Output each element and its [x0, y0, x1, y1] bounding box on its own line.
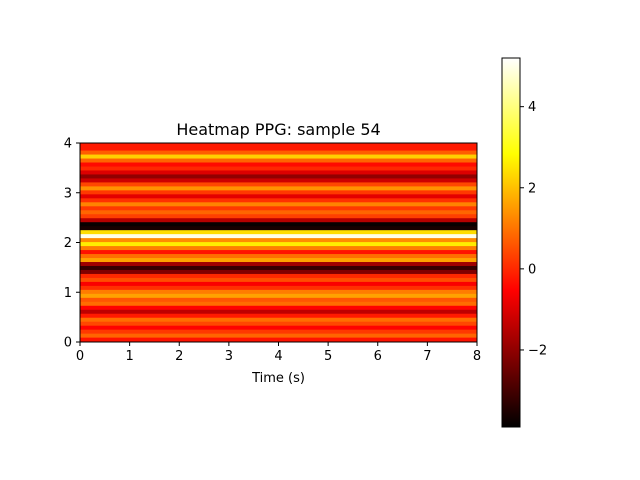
heatmap-row-17 — [80, 269, 477, 274]
y-tick-label: 3 — [64, 186, 72, 201]
x-tick-label: 3 — [225, 349, 233, 364]
heatmap-row-24 — [80, 241, 477, 247]
x-tick-label: 7 — [423, 349, 431, 364]
colorbar-tick-label: 2 — [528, 181, 536, 196]
heatmap-row-20 — [80, 257, 477, 263]
heatmap-row-33 — [80, 205, 477, 211]
heatmap-row-32 — [80, 209, 477, 215]
heatmap-row-3 — [80, 325, 477, 330]
x-tick-label: 2 — [175, 349, 183, 364]
y-tick-label: 1 — [64, 286, 72, 301]
heatmap-row-18 — [80, 265, 477, 270]
heatmap-row-14 — [80, 281, 477, 286]
heatmap-row-35 — [80, 197, 477, 203]
colorbar-tick-label: −2 — [528, 343, 547, 358]
y-tick-label: 0 — [64, 336, 72, 351]
heatmap-row-42 — [80, 169, 477, 175]
heatmap-row-9 — [80, 301, 477, 306]
heatmap-row-48 — [80, 143, 477, 151]
heatmap-row-31 — [80, 213, 477, 219]
colorbar-tick-label: 4 — [528, 100, 536, 115]
heatmap-row-45 — [80, 157, 477, 163]
heatmap-row-34 — [80, 201, 477, 207]
y-tick-label: 4 — [64, 137, 72, 152]
heatmap-row-23 — [80, 245, 477, 251]
x-tick-label: 5 — [324, 349, 332, 364]
heatmap-row-8 — [80, 305, 477, 310]
heatmap-row-39 — [80, 181, 477, 187]
heatmap-row-4 — [80, 321, 477, 326]
heatmap-row-11 — [80, 293, 477, 298]
heatmap-row-15 — [80, 277, 477, 282]
heatmap-row-21 — [80, 253, 477, 259]
colorbar-tick-label: 0 — [528, 262, 536, 277]
heatmap-row-25 — [80, 237, 477, 243]
colorbar — [501, 57, 521, 428]
chart-title: Heatmap PPG: sample 54 — [176, 120, 380, 139]
heatmap-row-38 — [80, 185, 477, 191]
heatmap-row-7 — [80, 309, 477, 314]
heatmap-row-30 — [80, 217, 477, 223]
heatmap-row-27 — [80, 229, 477, 235]
heatmap-row-10 — [80, 297, 477, 302]
heatmap-row-44 — [80, 161, 477, 167]
colorbar-axis: −2 0 2 4 — [520, 100, 547, 358]
heatmap-row-26 — [80, 233, 477, 239]
x-tick-label: 0 — [76, 349, 84, 364]
heatmap-row-47 — [80, 149, 477, 155]
y-axis: 0 1 2 3 4 — [64, 137, 80, 351]
heatmap-row-12 — [80, 289, 477, 294]
x-axis-label: Time (s) — [251, 371, 305, 386]
heatmap-row-22 — [80, 249, 477, 255]
x-tick-label: 4 — [274, 349, 282, 364]
heatmap-row-40 — [80, 177, 477, 183]
heatmap-body — [80, 143, 477, 342]
x-tick-label: 8 — [473, 349, 481, 364]
heatmap-row-41 — [80, 173, 477, 179]
heatmap-row-28 — [80, 225, 477, 231]
x-tick-label: 1 — [125, 349, 133, 364]
x-tick-label: 6 — [374, 349, 382, 364]
heatmap-row-5 — [80, 317, 477, 322]
heatmap-row-2 — [80, 329, 477, 334]
heatmap-row-43 — [80, 165, 477, 171]
heatmap-row-36 — [80, 193, 477, 199]
x-axis: 0 1 2 3 4 5 6 7 8 — [76, 342, 481, 364]
y-tick-label: 2 — [64, 236, 72, 251]
heatmap-row-16 — [80, 273, 477, 278]
heatmap-row-46 — [80, 153, 477, 159]
heatmap-row-0 — [80, 337, 477, 342]
heatmap-row-37 — [80, 189, 477, 195]
heatmap-row-1 — [80, 333, 477, 338]
heatmap-row-13 — [80, 285, 477, 290]
heatmap-row-19 — [80, 261, 477, 266]
heatmap-row-29 — [80, 221, 477, 227]
heatmap-row-6 — [80, 313, 477, 318]
